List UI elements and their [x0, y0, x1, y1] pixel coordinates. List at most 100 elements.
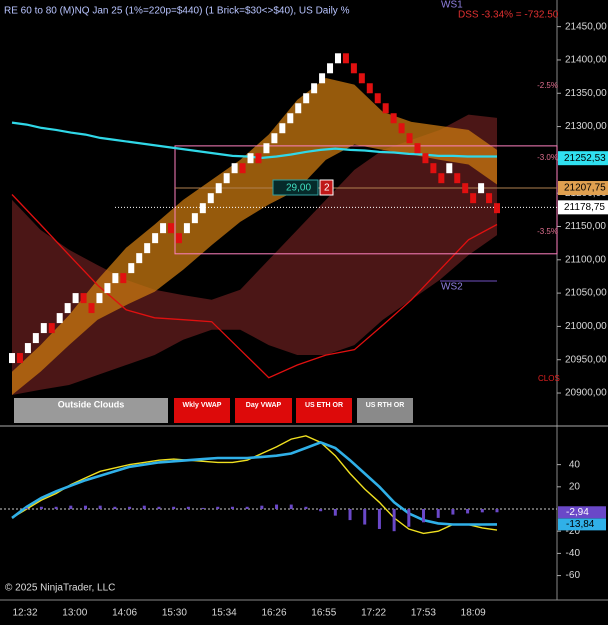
pct-label: -3.0%	[537, 153, 558, 162]
toggle-button[interactable]	[174, 398, 230, 423]
y-tick-label: 21350,00	[565, 88, 607, 99]
x-tick-label: 16:55	[311, 608, 336, 619]
renko-brick	[40, 323, 47, 334]
y-tick-label: 20	[569, 481, 581, 492]
y-tick-label: 21000,00	[565, 321, 607, 332]
renko-brick	[327, 63, 334, 74]
histogram-bar	[407, 509, 411, 527]
renko-brick	[263, 143, 270, 154]
histogram-bar	[289, 504, 293, 510]
x-tick-label: 12:32	[12, 608, 37, 619]
renko-brick	[175, 233, 182, 244]
y-tick-label: 21300,00	[565, 121, 607, 132]
renko-brick	[32, 333, 39, 344]
renko-brick	[64, 303, 71, 314]
renko-brick	[486, 193, 493, 204]
price-flag-label: 21178,75	[564, 202, 605, 213]
toggle-button-label: Wkly VWAP	[183, 402, 222, 409]
histogram-bar	[377, 509, 381, 529]
renko-brick	[48, 323, 55, 334]
histogram-bar	[172, 506, 176, 510]
price-flag	[558, 151, 608, 166]
renko-brick	[9, 353, 15, 364]
histogram-bar	[466, 509, 470, 514]
histogram-bar	[480, 509, 484, 513]
renko-brick	[152, 233, 159, 244]
renko-brick	[255, 153, 262, 164]
order-count-box[interactable]	[319, 179, 334, 196]
renko-brick	[56, 313, 63, 324]
histogram-bar	[142, 505, 146, 510]
toggle-button[interactable]	[357, 398, 413, 423]
y-tick-label: 20900,00	[565, 388, 607, 399]
order-count: 2	[324, 183, 330, 194]
y-tick-label: 21150,00	[565, 221, 606, 232]
renko-brick	[366, 83, 373, 94]
histogram-bar	[245, 506, 249, 510]
y-tick-label: -60	[566, 570, 581, 581]
histogram-bar	[230, 506, 234, 510]
renko-brick	[295, 103, 302, 114]
renko-brick	[96, 293, 103, 304]
oscillator-line	[11, 441, 498, 526]
y-tick-label: 21100,00	[565, 254, 606, 265]
renko-brick	[358, 73, 365, 84]
price-flag-label: 21252,53	[564, 153, 606, 164]
renko-brick	[342, 53, 349, 64]
renko-brick	[406, 133, 413, 144]
y-tick-label: 20950,00	[565, 354, 607, 365]
histogram-bar	[304, 506, 308, 510]
copyright: © 2025 NinjaTrader, LLC	[5, 583, 115, 594]
histogram-bar	[436, 509, 440, 518]
renko-brick	[478, 183, 485, 194]
renko-brick	[80, 293, 87, 304]
renko-brick	[382, 103, 389, 114]
histogram-bar	[113, 506, 117, 510]
x-tick-label: 16:26	[261, 608, 286, 619]
toggle-button-label: Outside Clouds	[58, 399, 125, 409]
renko-brick	[239, 163, 246, 174]
toggle-button[interactable]	[235, 398, 292, 423]
renko-brick	[350, 63, 357, 74]
renko-brick	[207, 193, 214, 204]
x-tick-label: 18:09	[461, 608, 486, 619]
pct-label: -3.5%	[537, 227, 558, 236]
order-qty-box[interactable]	[272, 179, 319, 196]
renko-brick	[390, 113, 397, 124]
y-tick-label: -40	[566, 548, 581, 559]
toggle-button[interactable]	[14, 398, 168, 423]
renko-brick	[438, 173, 445, 184]
renko-brick	[303, 93, 310, 104]
x-tick-label: 15:30	[162, 608, 187, 619]
renko-brick	[223, 173, 230, 184]
x-tick-label: 14:06	[112, 608, 137, 619]
renko-brick	[398, 123, 405, 134]
histogram-bar	[451, 509, 455, 515]
toggle-button[interactable]	[296, 398, 352, 423]
price-flag	[558, 181, 608, 196]
renko-brick	[311, 83, 318, 94]
renko-brick	[24, 343, 31, 354]
histogram-bar	[201, 507, 205, 510]
histogram-bar	[186, 506, 190, 510]
renko-brick	[215, 183, 222, 194]
histogram-bar	[39, 506, 43, 510]
renko-brick	[160, 223, 167, 234]
histogram-bar	[348, 509, 352, 521]
renko-brick	[72, 293, 79, 304]
renko-brick	[247, 153, 254, 164]
histogram-bar	[157, 506, 161, 510]
x-tick-label: 17:53	[411, 608, 436, 619]
histogram-bar	[25, 507, 29, 510]
renko-brick	[144, 243, 151, 254]
histogram-bar	[260, 505, 264, 510]
histogram-bar	[83, 505, 87, 510]
red-line	[11, 194, 498, 379]
renko-brick	[168, 223, 175, 234]
renko-brick	[494, 203, 500, 214]
x-tick-label: 13:00	[62, 608, 87, 619]
renko-brick	[374, 93, 381, 104]
histogram-bar	[275, 504, 279, 510]
x-tick-label: 15:34	[212, 608, 237, 619]
